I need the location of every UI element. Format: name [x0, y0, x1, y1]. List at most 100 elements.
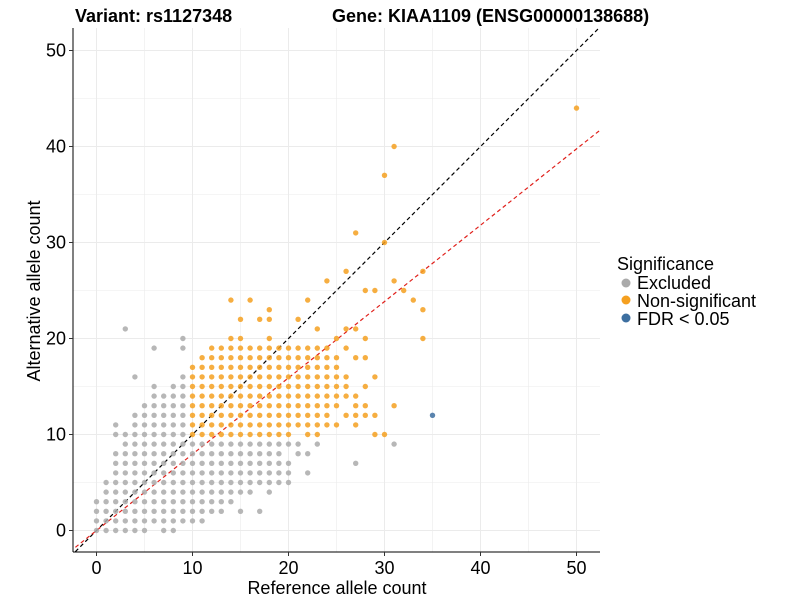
point-excluded	[228, 489, 234, 495]
point-excluded	[113, 527, 119, 534]
point-excluded	[103, 527, 109, 534]
point-excluded	[170, 527, 176, 534]
point-excluded	[113, 431, 119, 438]
point-non-significant	[343, 268, 349, 274]
point-non-significant	[391, 403, 397, 409]
point-excluded	[170, 451, 176, 457]
legend-swatch-excluded	[621, 278, 631, 288]
point-excluded	[276, 479, 282, 486]
point-non-significant	[353, 403, 359, 409]
point-non-significant	[237, 316, 244, 322]
point-non-significant	[266, 307, 272, 313]
point-non-significant	[276, 364, 282, 370]
legend-label-non-significant: Non-significant	[637, 291, 756, 311]
point-excluded	[180, 460, 186, 466]
point-excluded	[151, 345, 157, 351]
point-excluded	[199, 460, 205, 466]
point-excluded	[122, 499, 128, 505]
point-excluded	[93, 508, 100, 514]
point-non-significant	[276, 345, 282, 351]
point-excluded	[257, 451, 263, 457]
point-excluded	[257, 460, 263, 466]
point-excluded	[161, 508, 167, 514]
point-non-significant	[381, 239, 388, 246]
point-non-significant	[305, 345, 311, 351]
point-non-significant	[305, 412, 311, 418]
point-non-significant	[257, 422, 263, 428]
point-non-significant	[276, 422, 282, 428]
point-non-significant	[266, 412, 272, 418]
point-non-significant	[247, 412, 253, 418]
x-axis-label: Reference allele count	[247, 578, 426, 598]
point-non-significant	[285, 364, 292, 370]
point-excluded	[237, 470, 244, 476]
point-non-significant	[218, 374, 224, 380]
point-non-significant	[324, 374, 330, 380]
point-excluded	[132, 374, 138, 380]
point-non-significant	[353, 422, 359, 428]
point-non-significant	[247, 383, 253, 390]
point-excluded	[209, 508, 215, 514]
point-excluded	[209, 489, 215, 495]
point-excluded	[93, 518, 100, 524]
point-non-significant	[420, 307, 426, 313]
point-non-significant	[266, 335, 272, 342]
point-non-significant	[343, 412, 349, 418]
point-excluded	[122, 451, 128, 457]
point-non-significant	[209, 403, 215, 409]
point-excluded	[132, 441, 138, 447]
point-excluded	[122, 326, 128, 332]
point-excluded	[199, 441, 205, 447]
point-non-significant	[324, 355, 330, 361]
point-non-significant	[247, 374, 253, 380]
point-excluded	[122, 527, 128, 534]
point-non-significant	[237, 431, 244, 438]
point-non-significant	[209, 374, 215, 380]
point-excluded	[257, 441, 263, 447]
point-excluded	[305, 470, 311, 476]
point-excluded	[113, 479, 119, 486]
point-excluded	[132, 470, 138, 476]
point-non-significant	[295, 393, 301, 399]
point-non-significant	[247, 393, 253, 399]
point-excluded	[122, 431, 128, 438]
point-non-significant	[314, 374, 320, 380]
point-non-significant	[199, 412, 205, 418]
point-non-significant	[228, 383, 234, 390]
point-excluded	[180, 345, 186, 351]
point-non-significant	[247, 431, 253, 438]
point-excluded	[391, 441, 397, 447]
point-excluded	[247, 460, 253, 466]
point-excluded	[141, 479, 148, 486]
point-excluded	[151, 441, 157, 447]
point-non-significant	[189, 422, 196, 428]
point-excluded	[189, 489, 196, 495]
x-tick-label: 10	[182, 558, 202, 578]
point-excluded	[180, 518, 186, 524]
point-excluded	[141, 470, 148, 476]
point-non-significant	[218, 393, 224, 399]
point-excluded	[151, 431, 157, 438]
point-non-significant	[276, 393, 282, 399]
legend-label-excluded: Excluded	[637, 273, 711, 293]
point-non-significant	[237, 374, 244, 380]
chart-title-gene: Gene: KIAA1109 (ENSG00000138688)	[332, 6, 649, 26]
point-excluded	[132, 489, 138, 495]
point-non-significant	[295, 364, 301, 370]
point-non-significant	[285, 345, 292, 351]
point-non-significant	[257, 393, 263, 399]
point-excluded	[237, 451, 244, 457]
point-non-significant	[324, 393, 330, 399]
point-non-significant	[314, 364, 320, 370]
point-non-significant	[295, 355, 301, 361]
point-excluded	[247, 451, 253, 457]
point-excluded	[266, 489, 272, 495]
point-non-significant	[228, 297, 234, 303]
point-excluded	[132, 499, 138, 505]
point-excluded	[161, 412, 167, 418]
point-excluded	[161, 479, 167, 486]
point-non-significant	[285, 355, 292, 361]
point-non-significant	[372, 374, 378, 380]
point-excluded	[180, 451, 186, 457]
